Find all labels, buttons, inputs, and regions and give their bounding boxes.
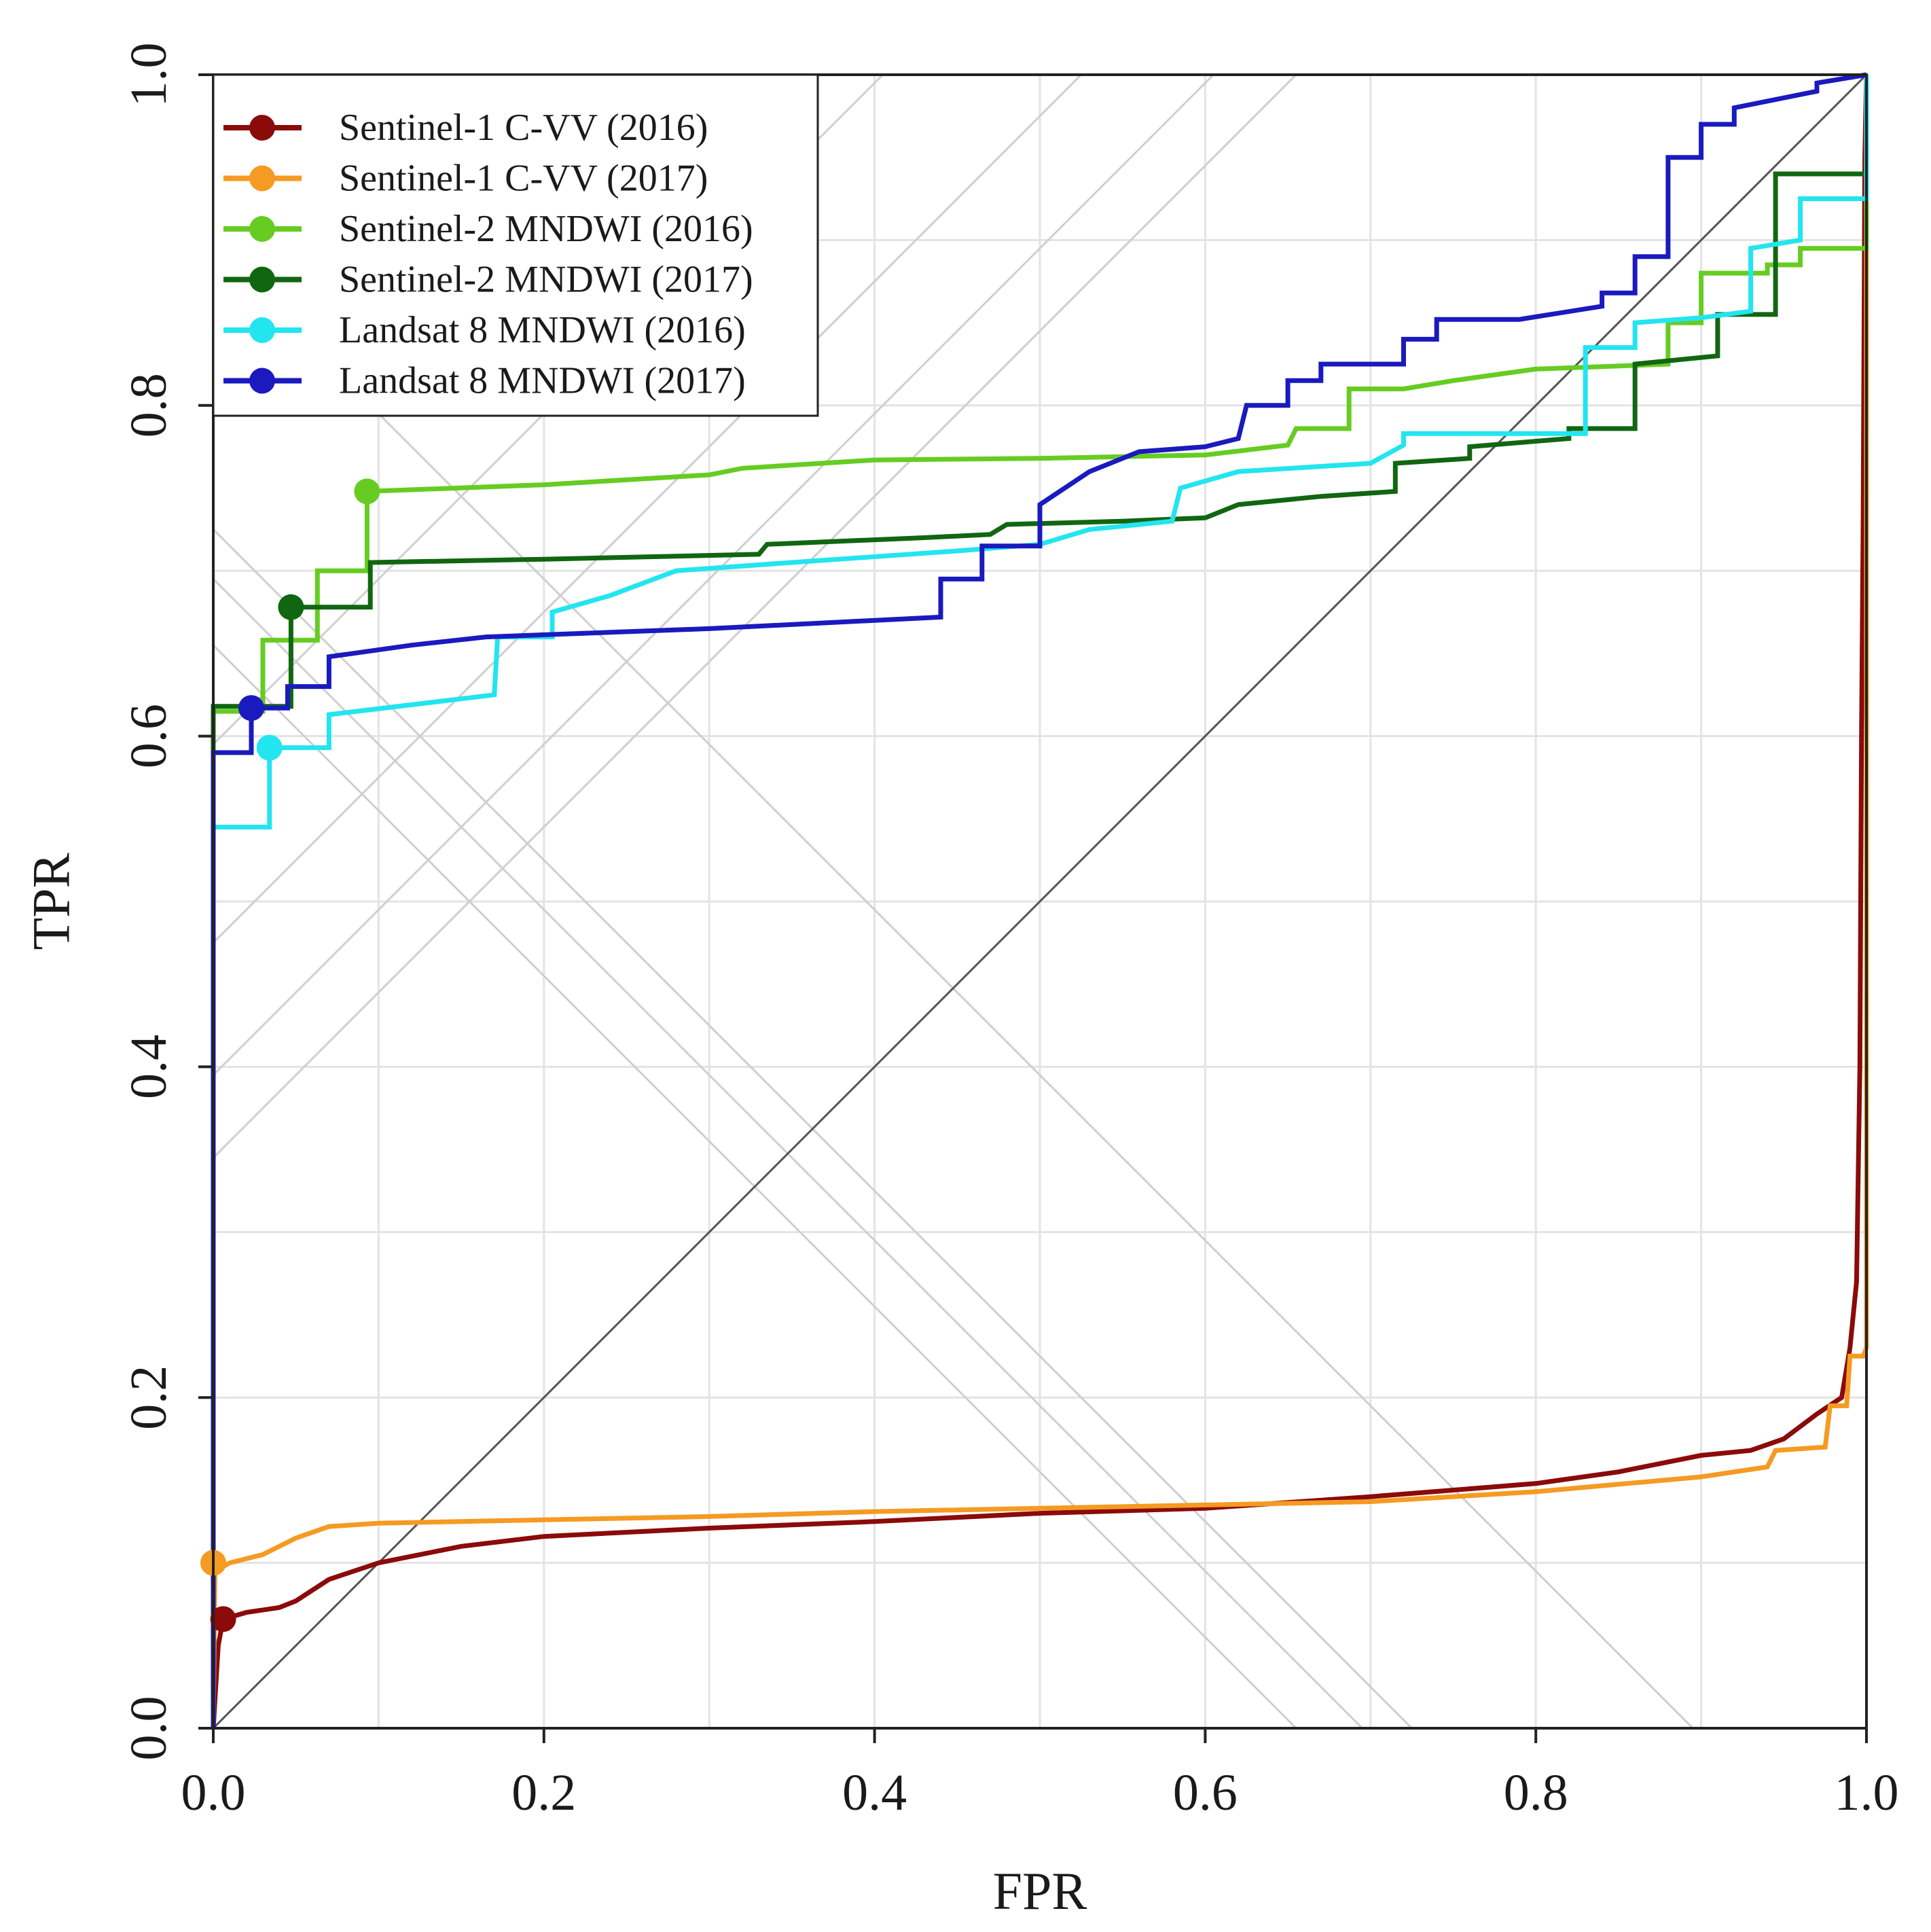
x-axis-label: FPR [993, 1861, 1087, 1920]
series-line-5 [211, 75, 1869, 1728]
plot-border [212, 73, 1868, 1730]
x-tick-label: 0.0 [181, 1764, 246, 1821]
legend-swatch-marker-3 [249, 216, 275, 242]
axis-ticks: 0.0 0.2 0.4 0.6 0.8 1.0 0.0 0.2 0.4 0.6 0.8 1.0 [120, 43, 1899, 1822]
optimal-point-6 [238, 695, 264, 721]
legend-label-2: Sentinel-1 C-VV (2017) [339, 158, 708, 200]
grid [213, 75, 1866, 1728]
legend-box [212, 73, 819, 417]
diagonal-line [212, 73, 1868, 1730]
y-tick-label: 0.4 [120, 1035, 177, 1099]
y-axis-label: TPR [22, 853, 81, 950]
optimal-point-3 [354, 478, 380, 505]
legend-swatch-marker-5 [249, 317, 275, 343]
x-tick-label: 0.2 [511, 1764, 576, 1821]
legend-label-4: Sentinel-2 MNDWI (2017) [339, 259, 753, 301]
x-tick-label: 0.6 [1173, 1764, 1238, 1821]
reference-diagonal [212, 73, 1868, 1730]
legend-label-5: Landsat 8 MNDWI (2016) [339, 309, 746, 351]
series-layer [211, 72, 1869, 1729]
optimal-point-5 [256, 734, 283, 761]
series-line-1 [211, 74, 1869, 1729]
legend-swatch-marker-4 [249, 266, 275, 293]
iso-line-diagonal [213, 75, 1082, 944]
series-line-6 [211, 72, 1867, 1728]
legend-swatch-marker-1 [249, 115, 275, 141]
legend-swatch-marker-2 [249, 165, 275, 192]
series-line-3 [211, 75, 1869, 1728]
x-tick-label: 1.0 [1835, 1764, 1899, 1821]
series-line-2 [211, 75, 1869, 1729]
legend-label-1: Sentinel-1 C-VV (2016) [339, 107, 708, 149]
optimal-point-4 [278, 594, 304, 620]
series-line-4 [211, 75, 1869, 1728]
legend: Sentinel-1 C-VV (2016) Sentinel-1 C-VV (2… [212, 73, 819, 417]
legend-label-3: Sentinel-2 MNDWI (2016) [339, 208, 753, 250]
legend-swatch-marker-6 [249, 368, 275, 394]
optimal-point-1 [210, 1606, 236, 1632]
y-tick-label: 0.8 [120, 373, 177, 437]
y-tick-label: 0.6 [120, 704, 177, 768]
y-tick-label: 0.0 [120, 1696, 177, 1761]
y-tick-label: 1.0 [120, 43, 177, 107]
legend-label-6: Landsat 8 MNDWI (2017) [339, 360, 746, 402]
x-tick-label: 0.4 [842, 1764, 907, 1821]
y-tick-label: 0.2 [120, 1365, 177, 1430]
x-tick-label: 0.8 [1504, 1764, 1568, 1821]
plot-frame [212, 73, 1868, 1730]
iso-line-diagonal [213, 75, 1297, 1159]
iso-line-diagonal [213, 75, 1214, 1076]
